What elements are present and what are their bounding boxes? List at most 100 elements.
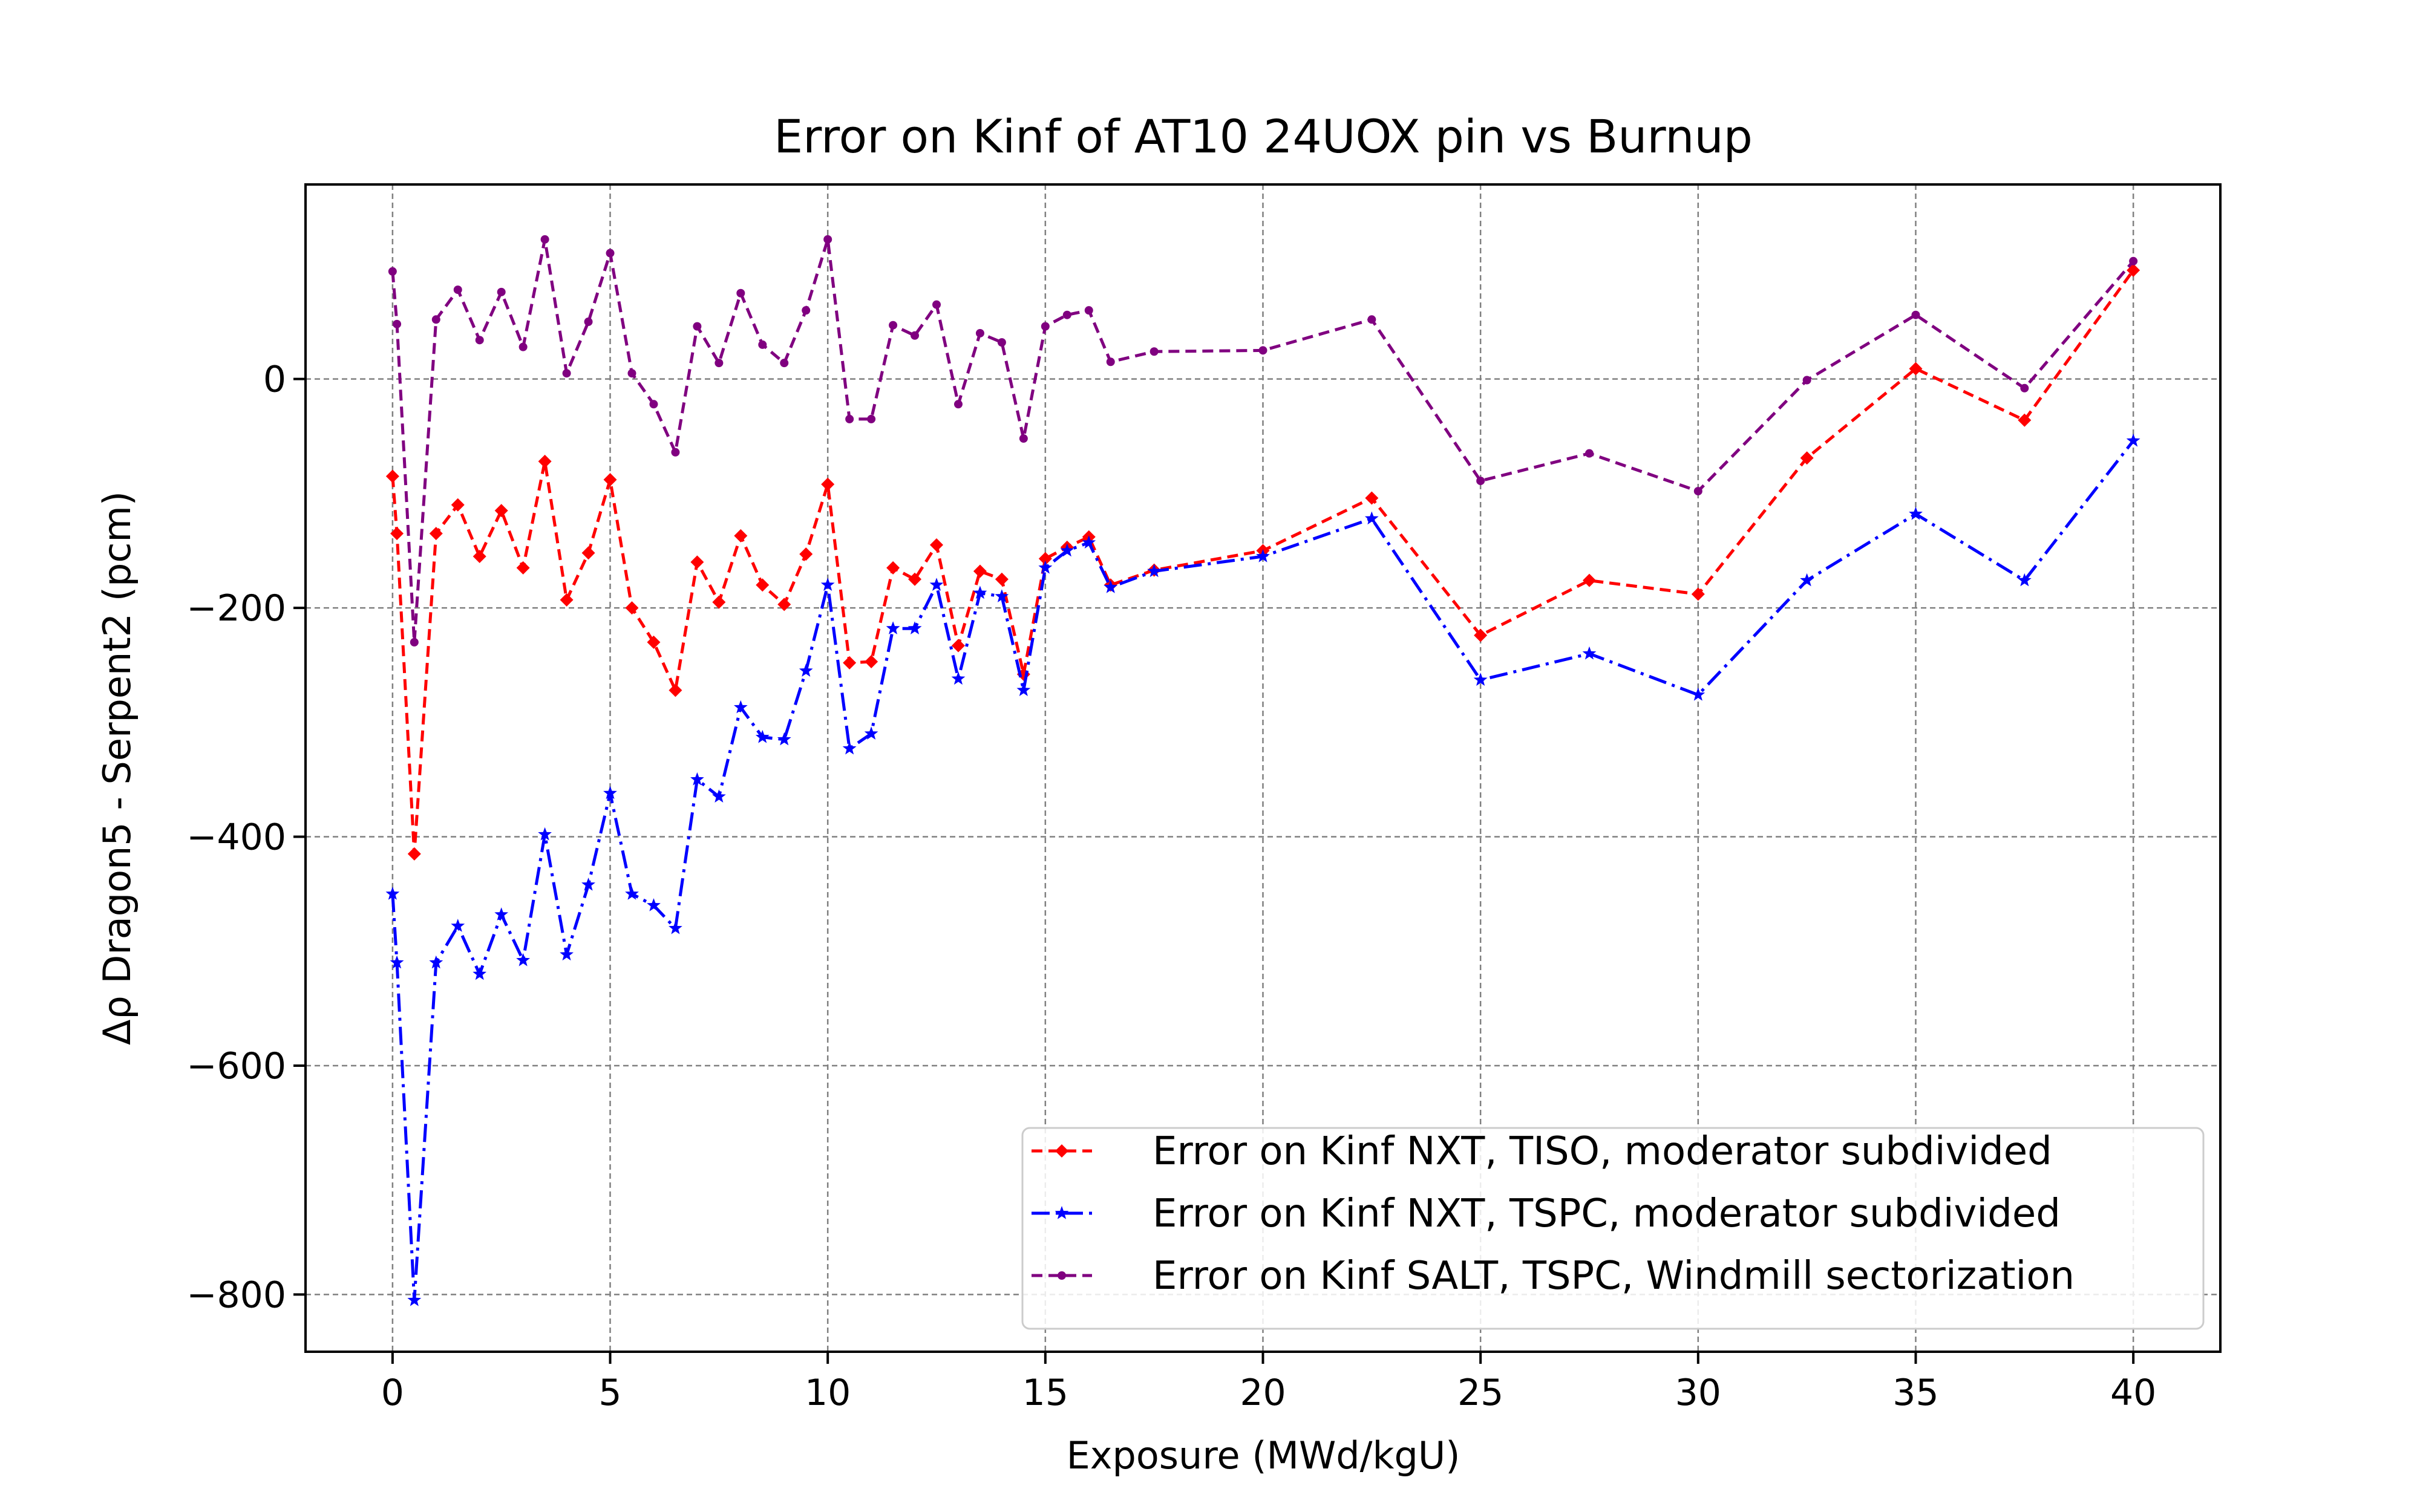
data-point [1104,580,1118,593]
data-point [823,235,832,244]
series-2 [385,433,2140,1306]
y-tick-label: −400 [186,816,286,859]
data-point [758,340,767,349]
chart-title: Error on Kinf of AT10 24UOX pin vs Burnu… [774,109,1753,163]
data-point [1258,346,1267,355]
data-point [1584,449,1594,458]
data-point [1582,646,1597,660]
data-point [845,414,854,423]
data-point [1082,535,1096,549]
data-point [538,827,552,841]
data-point [407,1292,422,1306]
series-3 [388,235,2138,647]
data-point [889,321,898,330]
data-point [2018,413,2032,427]
legend-box [1021,1127,2205,1330]
data-point [1476,477,1485,486]
data-point [908,621,922,634]
x-tick-label: 10 [805,1372,851,1414]
data-point [516,561,530,575]
data-point [1367,315,1376,324]
data-point [1060,543,1074,557]
data-point [820,578,835,591]
data-point [1800,573,1814,587]
data-point [799,547,813,561]
data-point [647,635,661,649]
data-point [864,726,878,740]
data-point [494,504,508,518]
legend-marker [1055,1144,1068,1158]
data-point [584,318,593,327]
y-tick-label: −800 [186,1274,286,1316]
data-point [649,400,658,409]
data-point [494,907,509,921]
data-point [932,300,941,309]
x-tick-label: 5 [598,1372,621,1414]
y-tick-label: −600 [186,1045,286,1087]
data-point [843,656,857,670]
data-point [799,663,813,677]
data-point [1582,573,1596,587]
data-point [693,322,702,331]
data-point [929,578,944,591]
data-point [669,683,682,697]
data-point [540,235,549,244]
data-point [951,639,965,653]
plot-series [385,235,2140,1306]
data-point [407,847,421,861]
legend-label: Error on Kinf SALT, TSPC, Windmill secto… [1153,1254,2075,1299]
data-point [2020,383,2029,393]
data-point [953,400,963,409]
data-point [951,671,966,685]
data-point [865,655,878,669]
data-point [908,572,922,586]
data-point [647,898,661,911]
data-point [390,955,404,969]
data-point [736,288,745,298]
data-point [516,953,531,966]
data-point [1691,687,1705,701]
x-axis-label: Exposure (MWd/kgU) [1067,1433,1460,1478]
data-point [581,546,595,560]
y-axis-ticks: 0 −200 −400 −600 −800 [186,359,306,1316]
data-point [1147,564,1162,578]
legend-marker [1058,1271,1066,1280]
data-point [780,359,789,368]
data-point [1019,434,1028,443]
data-point [518,342,528,351]
data-point [1150,347,1159,356]
legend-label: Error on Kinf NXT, TISO, moderator subdi… [1153,1129,2052,1174]
legend-entry-2: Error on Kinf NXT, TSPC, moderator subdi… [1032,1191,2061,1236]
data-point [1909,362,1923,376]
data-point [1256,549,1270,562]
data-point [867,414,876,423]
data-point [733,700,748,714]
data-point [1364,511,1379,525]
y-tick-label: −200 [186,587,286,630]
data-point [975,328,984,337]
x-tick-label: 20 [1240,1372,1286,1414]
data-point [2017,573,2032,587]
data-point [973,564,987,578]
data-point [1693,487,1702,496]
data-point [560,593,574,607]
data-point [451,919,465,932]
data-point [2129,256,2138,266]
data-point [475,336,484,345]
data-point [390,527,404,541]
data-point [431,315,440,324]
data-point [560,947,574,961]
data-point [1084,306,1093,315]
data-point [755,729,770,743]
data-point [1041,322,1050,331]
legend-entry-3: Error on Kinf SALT, TSPC, Windmill secto… [1032,1254,2075,1299]
data-point [712,595,726,609]
data-point [453,285,462,295]
data-point [777,732,791,746]
data-point [625,887,639,900]
data-point [1106,357,1115,367]
y-tick-label: 0 [263,359,286,401]
data-point [1691,587,1705,601]
data-point [429,527,443,541]
